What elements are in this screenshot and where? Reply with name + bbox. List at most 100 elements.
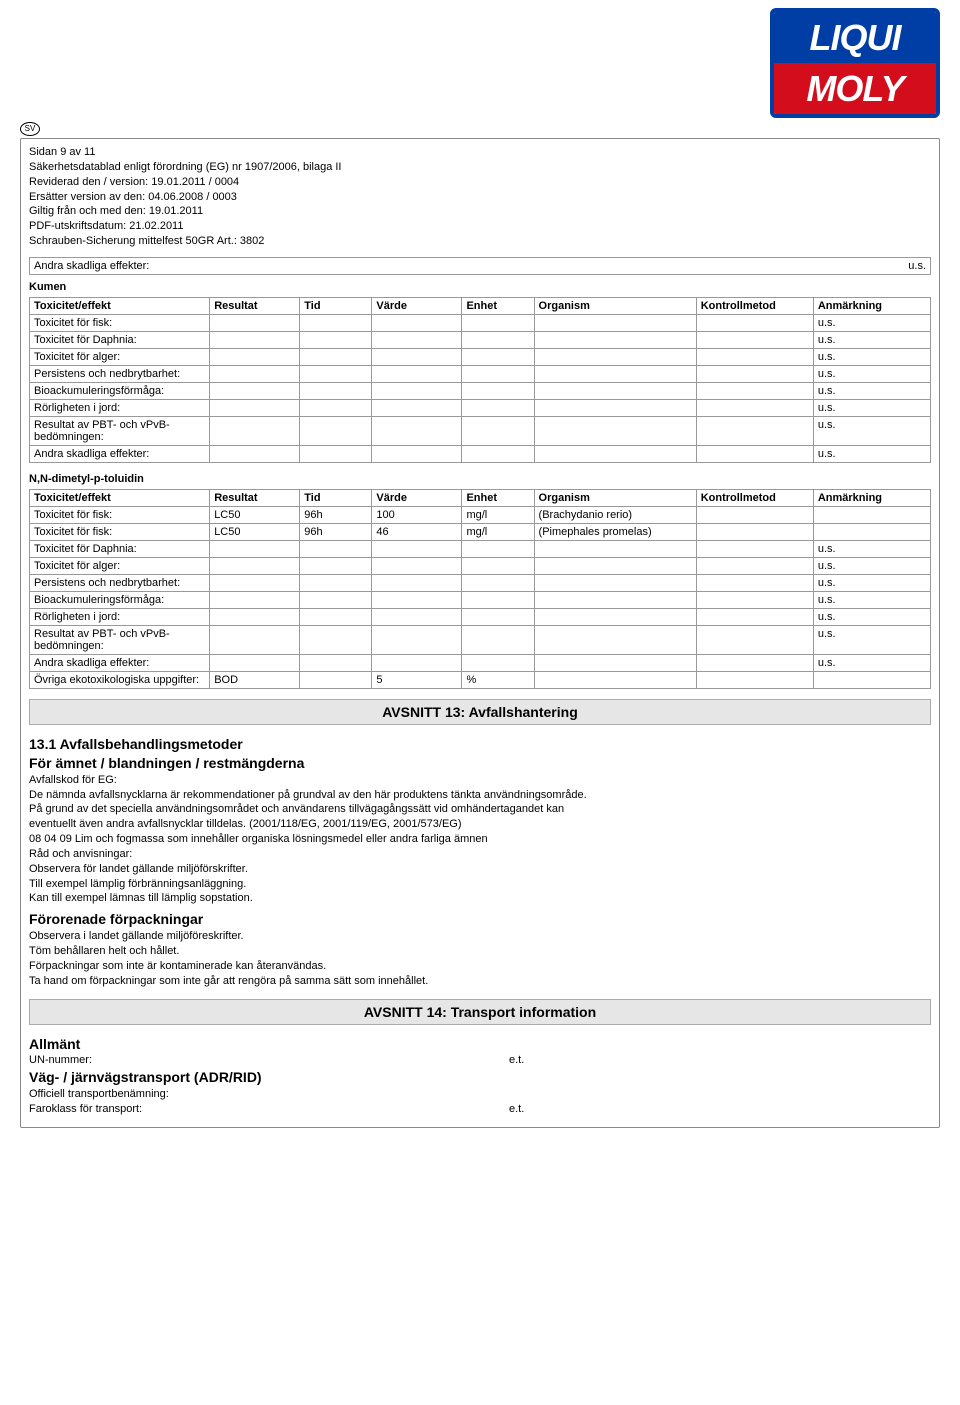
table-cell bbox=[534, 671, 696, 688]
table-cell bbox=[534, 348, 696, 365]
table-cell bbox=[462, 574, 534, 591]
table-cell: (Brachydanio rerio) bbox=[534, 506, 696, 523]
brand-logo: LIQUI MOLY bbox=[770, 8, 940, 118]
h13-sub1: För ämnet / blandningen / restmängderna bbox=[29, 754, 931, 773]
table-cell bbox=[696, 445, 813, 462]
column-header: Anmärkning bbox=[813, 489, 930, 506]
table-cell bbox=[462, 365, 534, 382]
table-cell: Toxicitet för Daphnia: bbox=[30, 540, 210, 557]
table-row: Toxicitet för fisk:u.s. bbox=[30, 314, 931, 331]
table-cell bbox=[696, 574, 813, 591]
un-number-label: UN-nummer: bbox=[29, 1053, 509, 1068]
table-cell bbox=[210, 445, 300, 462]
allmant-heading: Allmänt bbox=[29, 1035, 931, 1054]
table-cell: u.s. bbox=[813, 314, 930, 331]
table-cell bbox=[300, 365, 372, 382]
table-cell: Toxicitet för fisk: bbox=[30, 506, 210, 523]
table-cell bbox=[534, 445, 696, 462]
table-cell: LC50 bbox=[210, 523, 300, 540]
pack-p1: Observera i landet gällande miljöföreskr… bbox=[29, 929, 931, 944]
table-cell bbox=[372, 540, 462, 557]
kumen-heading: Kumen bbox=[29, 281, 931, 293]
valid-from-line: Giltig från och med den: 19.01.2011 bbox=[29, 204, 931, 219]
table-cell bbox=[210, 574, 300, 591]
print-date-line: PDF-utskriftsdatum: 21.02.2011 bbox=[29, 219, 931, 234]
column-header: Värde bbox=[372, 489, 462, 506]
logo-wrap: LIQUI MOLY bbox=[20, 8, 940, 118]
nndimetyl-table: Toxicitet/effektResultatTidVärdeEnhetOrg… bbox=[29, 489, 931, 689]
table-cell: Toxicitet för Daphnia: bbox=[30, 331, 210, 348]
table-cell bbox=[372, 314, 462, 331]
waste-l7: Observera för landet gällande miljöförsk… bbox=[29, 862, 931, 877]
table-cell bbox=[813, 671, 930, 688]
table-cell bbox=[300, 314, 372, 331]
table-row: Persistens och nedbrytbarhet:u.s. bbox=[30, 574, 931, 591]
table-cell bbox=[813, 506, 930, 523]
page-content-box: Sidan 9 av 11 Säkerhetsdatablad enligt f… bbox=[20, 138, 940, 1128]
section-14-bar: AVSNITT 14: Transport information bbox=[29, 999, 931, 1025]
document-header: Sidan 9 av 11 Säkerhetsdatablad enligt f… bbox=[29, 145, 931, 249]
section-13-body: 13.1 Avfallsbehandlingsmetoder För ämnet… bbox=[29, 735, 931, 989]
table-cell: Andra skadliga effekter: bbox=[30, 445, 210, 462]
table-cell: Bioackumuleringsförmåga: bbox=[30, 382, 210, 399]
table-cell bbox=[696, 314, 813, 331]
table-cell bbox=[210, 540, 300, 557]
sds-title: Säkerhetsdatablad enligt förordning (EG)… bbox=[29, 160, 931, 175]
faro-row: Faroklass för transport: e.t. bbox=[29, 1102, 931, 1117]
table-cell: u.s. bbox=[813, 591, 930, 608]
table-cell bbox=[300, 331, 372, 348]
kumen-table: Toxicitet/effektResultatTidVärdeEnhetOrg… bbox=[29, 297, 931, 463]
table-cell bbox=[462, 608, 534, 625]
table-row: Bioackumuleringsförmåga:u.s. bbox=[30, 382, 931, 399]
table-cell bbox=[372, 399, 462, 416]
table-cell bbox=[696, 540, 813, 557]
table-cell bbox=[372, 445, 462, 462]
table-cell: Toxicitet för alger: bbox=[30, 557, 210, 574]
table-cell bbox=[300, 348, 372, 365]
table-cell bbox=[534, 331, 696, 348]
column-header: Kontrollmetod bbox=[696, 489, 813, 506]
pack-p3: Förpackningar som inte är kontaminerade … bbox=[29, 959, 931, 974]
table-cell bbox=[696, 382, 813, 399]
language-badge: SV bbox=[20, 122, 40, 136]
revised-line: Reviderad den / version: 19.01.2011 / 00… bbox=[29, 175, 931, 190]
table-cell bbox=[300, 399, 372, 416]
table-cell bbox=[462, 416, 534, 445]
table-cell bbox=[372, 654, 462, 671]
table-cell bbox=[696, 654, 813, 671]
table-cell bbox=[534, 654, 696, 671]
section-13-bar: AVSNITT 13: Avfallshantering bbox=[29, 699, 931, 725]
faro-label: Faroklass för transport: bbox=[29, 1102, 509, 1117]
table-cell bbox=[534, 540, 696, 557]
table-cell: u.s. bbox=[813, 331, 930, 348]
replaces-line: Ersätter version av den: 04.06.2008 / 00… bbox=[29, 190, 931, 205]
waste-l9: Kan till exempel lämnas till lämplig sop… bbox=[29, 891, 931, 906]
table-cell: mg/l bbox=[462, 506, 534, 523]
table-cell bbox=[696, 365, 813, 382]
column-header: Toxicitet/effekt bbox=[30, 489, 210, 506]
table-cell bbox=[534, 608, 696, 625]
table-cell: Toxicitet för fisk: bbox=[30, 523, 210, 540]
other-effects-label: Andra skadliga effekter: bbox=[34, 260, 149, 272]
table-cell bbox=[696, 523, 813, 540]
official-transport-name: Officiell transportbenämning: bbox=[29, 1087, 931, 1102]
table-row: Toxicitet för Daphnia:u.s. bbox=[30, 540, 931, 557]
table-cell bbox=[210, 557, 300, 574]
table-row: Toxicitet för alger:u.s. bbox=[30, 348, 931, 365]
nndimetyl-heading: N,N-dimetyl-p-toluidin bbox=[29, 473, 931, 485]
table-cell: Persistens och nedbrytbarhet: bbox=[30, 365, 210, 382]
table-row: Bioackumuleringsförmåga:u.s. bbox=[30, 591, 931, 608]
table-cell bbox=[462, 348, 534, 365]
table-cell bbox=[300, 557, 372, 574]
table-cell: u.s. bbox=[813, 654, 930, 671]
column-header: Organism bbox=[534, 297, 696, 314]
table-cell bbox=[696, 625, 813, 654]
table-row: Resultat av PBT- och vPvB-bedömningen:u.… bbox=[30, 416, 931, 445]
table-cell bbox=[300, 671, 372, 688]
table-cell bbox=[372, 331, 462, 348]
h13-sub2: Förorenade förpackningar bbox=[29, 910, 931, 929]
table-cell bbox=[210, 654, 300, 671]
table-cell: mg/l bbox=[462, 523, 534, 540]
table-cell bbox=[210, 625, 300, 654]
table-cell: u.s. bbox=[813, 365, 930, 382]
